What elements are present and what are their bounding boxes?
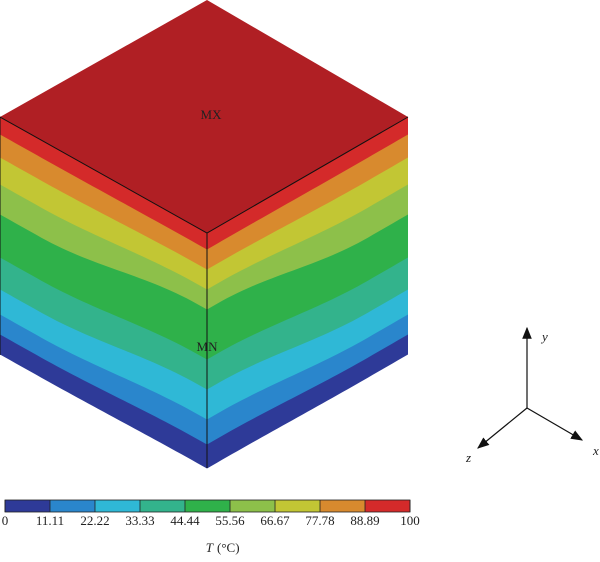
contour-band (0, 334, 207, 469)
colorbar-tick-label: 77.78 (305, 513, 334, 528)
colorbar-tick-label: 44.44 (170, 513, 200, 528)
colorbar-tick-label: 66.67 (260, 513, 290, 528)
contour-band (207, 314, 408, 446)
axis-triad (477, 326, 584, 449)
z-arrow (477, 407, 528, 449)
colorbar-segment (185, 500, 231, 512)
colorbar-tick-label: 55.56 (215, 513, 245, 528)
colorbar-tick-label: 22.22 (80, 513, 109, 528)
colorbar-unit: (°C) (217, 540, 240, 555)
colorbar-segment (95, 500, 141, 512)
colorbar-tick-label: 33.33 (125, 513, 154, 528)
colorbar-segment (5, 500, 51, 512)
y-axis-label: y (540, 329, 548, 344)
contour-band (207, 116, 408, 251)
colorbar-segment (50, 500, 96, 512)
contour-band (207, 184, 408, 311)
colorbar-segment (140, 500, 186, 512)
contour-band (207, 157, 408, 291)
contour-band (0, 134, 207, 271)
colorbar-tick-label: 88.89 (350, 513, 379, 528)
colorbar-segment (320, 500, 366, 512)
contour-band (207, 134, 408, 271)
contour-band (0, 257, 207, 391)
z-axis-label: z (465, 450, 471, 465)
colorbar-segment (365, 500, 411, 512)
top-face (0, 0, 408, 233)
colorbar-tick-label: 100 (400, 513, 420, 528)
colorbar-segment (230, 500, 276, 512)
contour-band (0, 289, 207, 421)
cube (0, 116, 408, 469)
contour-band (0, 314, 207, 446)
colorbar-tick-label: 11.11 (36, 513, 64, 528)
x-arrow (526, 407, 584, 441)
contour-band (207, 334, 408, 469)
min-label: MN (197, 339, 219, 354)
colorbar-symbol: T (206, 540, 214, 555)
colorbar: 0 11.11 22.22 33.33 44.44 55.56 66.67 77.78 88.8… (2, 499, 420, 528)
contour-band (0, 157, 207, 291)
max-label: MX (201, 107, 223, 122)
contour-band (207, 289, 408, 421)
contour-band (207, 257, 408, 391)
contour-band (0, 116, 207, 251)
x-axis-label: x (592, 443, 599, 458)
contour-band (0, 214, 207, 361)
contour-band (0, 184, 207, 311)
colorbar-tick-label: 0 (2, 513, 9, 528)
contour-band (207, 214, 408, 361)
colorbar-segment (275, 500, 321, 512)
